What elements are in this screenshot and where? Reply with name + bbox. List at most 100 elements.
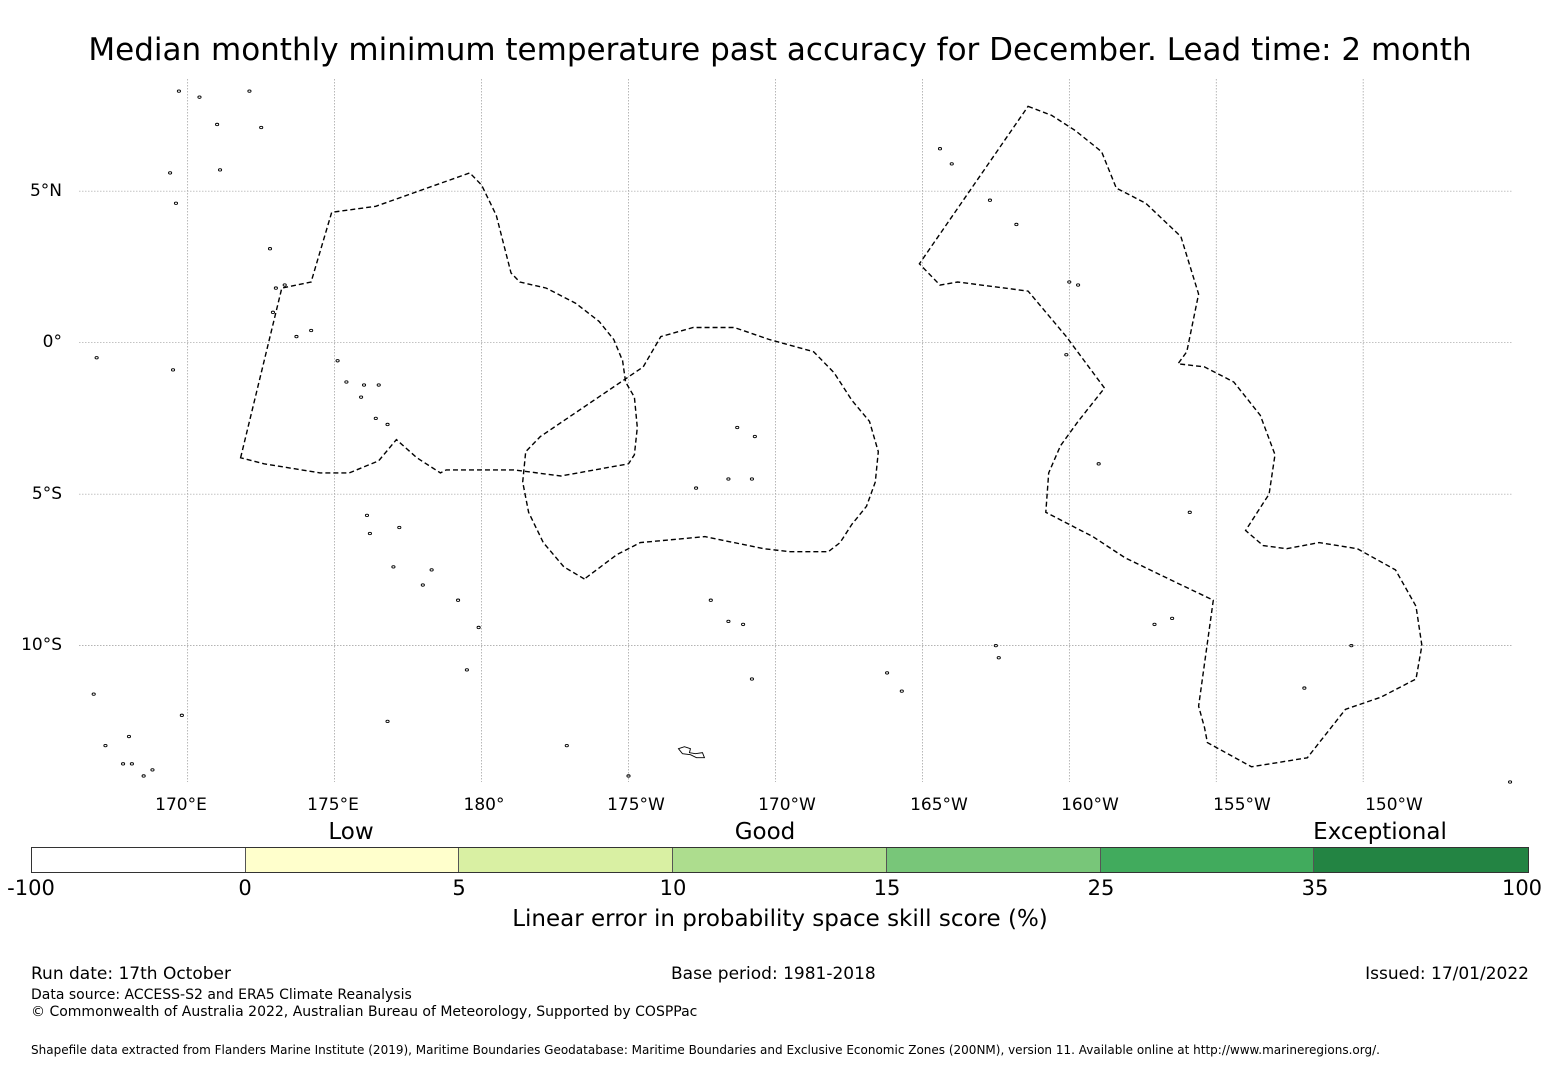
island bbox=[359, 395, 364, 399]
lon-label-155w: 155°W bbox=[1213, 795, 1271, 815]
lon-label-180: 180° bbox=[463, 795, 505, 815]
colorbar-tick: 0 bbox=[238, 876, 252, 900]
island bbox=[376, 383, 381, 387]
colorbar-tick: 100 bbox=[1501, 876, 1543, 900]
island bbox=[1067, 280, 1072, 284]
island bbox=[367, 531, 372, 536]
island bbox=[385, 719, 390, 724]
issued-date: Issued: 17/01/2022 bbox=[1365, 964, 1529, 984]
lon-label-150w: 150°W bbox=[1365, 795, 1423, 815]
colorbar-tick: 25 bbox=[1087, 876, 1115, 900]
eez-west-region bbox=[239, 172, 639, 477]
colorbar-segment-7 bbox=[1314, 848, 1529, 872]
lon-label-175e: 175°E bbox=[307, 795, 359, 815]
island bbox=[309, 328, 314, 333]
island bbox=[385, 422, 390, 427]
colorbar-segment-1 bbox=[32, 848, 246, 872]
island bbox=[150, 768, 155, 772]
island bbox=[476, 625, 481, 630]
island bbox=[996, 656, 1001, 660]
island bbox=[1170, 616, 1175, 621]
island bbox=[741, 622, 746, 627]
lat-label-5s: 5°S bbox=[31, 484, 62, 504]
island bbox=[564, 743, 569, 748]
island bbox=[749, 677, 754, 681]
lat-label-0: 0° bbox=[42, 332, 62, 352]
lon-label-170w: 170°W bbox=[758, 795, 816, 815]
lon-label-160w: 160°W bbox=[1061, 795, 1119, 815]
category-good: Good bbox=[734, 819, 796, 845]
category-exceptional: Exceptional bbox=[1313, 819, 1447, 845]
island bbox=[708, 598, 713, 602]
island bbox=[197, 95, 202, 99]
island bbox=[1349, 643, 1354, 648]
copyright: © Commonwealth of Australia 2022, Austra… bbox=[31, 1004, 698, 1020]
lon-label-165w: 165°W bbox=[910, 795, 968, 815]
island bbox=[749, 477, 754, 481]
island bbox=[335, 359, 340, 363]
colorbar-segment-5 bbox=[886, 848, 1101, 872]
island bbox=[247, 89, 252, 93]
base-period: Base period: 1981-2018 bbox=[671, 964, 876, 984]
island bbox=[1187, 510, 1192, 514]
island bbox=[215, 122, 220, 127]
island bbox=[456, 598, 461, 602]
island bbox=[344, 380, 349, 384]
island-samoa bbox=[677, 746, 706, 759]
island bbox=[270, 310, 275, 314]
colorbar-tick: 35 bbox=[1301, 876, 1329, 900]
shapefile-credit: Shapefile data extracted from Flanders M… bbox=[31, 1043, 1380, 1057]
island bbox=[179, 713, 184, 717]
colorbar-tick: 5 bbox=[452, 876, 466, 900]
colorbar-segment-3 bbox=[459, 848, 674, 872]
island bbox=[937, 147, 943, 151]
island bbox=[735, 425, 740, 430]
colorbar-label: Linear error in probability space skill … bbox=[512, 906, 1048, 932]
island bbox=[420, 583, 425, 587]
colorbar-tick: 10 bbox=[659, 876, 687, 900]
island bbox=[1302, 686, 1307, 690]
colorbar-segment-4 bbox=[673, 848, 887, 872]
data-source: Data source: ACCESS-S2 and ERA5 Climate … bbox=[31, 987, 412, 1003]
colorbar bbox=[31, 847, 1529, 873]
map-plot bbox=[79, 79, 1513, 784]
island bbox=[464, 668, 469, 672]
eez-east-region bbox=[918, 105, 1423, 768]
island bbox=[176, 89, 181, 93]
island bbox=[259, 125, 264, 130]
island bbox=[429, 568, 434, 572]
colorbar-segment-6 bbox=[1100, 848, 1315, 872]
island bbox=[1508, 780, 1513, 784]
island bbox=[993, 643, 998, 648]
island bbox=[726, 477, 731, 481]
island bbox=[626, 774, 631, 778]
lat-label-10s: 10°S bbox=[21, 635, 62, 655]
lon-label-170e: 170°E bbox=[155, 795, 207, 815]
island bbox=[267, 247, 273, 251]
island bbox=[121, 762, 126, 766]
island bbox=[1064, 353, 1069, 357]
island bbox=[103, 743, 108, 748]
island bbox=[987, 198, 992, 202]
island bbox=[694, 486, 699, 490]
island bbox=[1152, 622, 1157, 627]
island bbox=[899, 689, 904, 693]
lat-label-5n: 5°N bbox=[29, 181, 62, 201]
island bbox=[373, 416, 378, 421]
colorbar-segment-2 bbox=[245, 848, 460, 872]
island bbox=[1014, 222, 1019, 227]
island bbox=[273, 286, 278, 290]
island bbox=[391, 565, 396, 569]
run-date: Run date: 17th October bbox=[31, 964, 231, 984]
island bbox=[726, 619, 731, 624]
lon-label-175w: 175°W bbox=[607, 795, 665, 815]
colorbar-tick: -100 bbox=[7, 876, 55, 900]
island bbox=[282, 283, 287, 287]
island bbox=[91, 692, 96, 696]
map-title: Median monthly minimum temperature past … bbox=[88, 32, 1472, 68]
island bbox=[129, 762, 134, 766]
category-low: Low bbox=[328, 819, 374, 845]
island bbox=[397, 525, 402, 530]
island bbox=[752, 434, 757, 439]
eez-central-region bbox=[521, 326, 880, 580]
